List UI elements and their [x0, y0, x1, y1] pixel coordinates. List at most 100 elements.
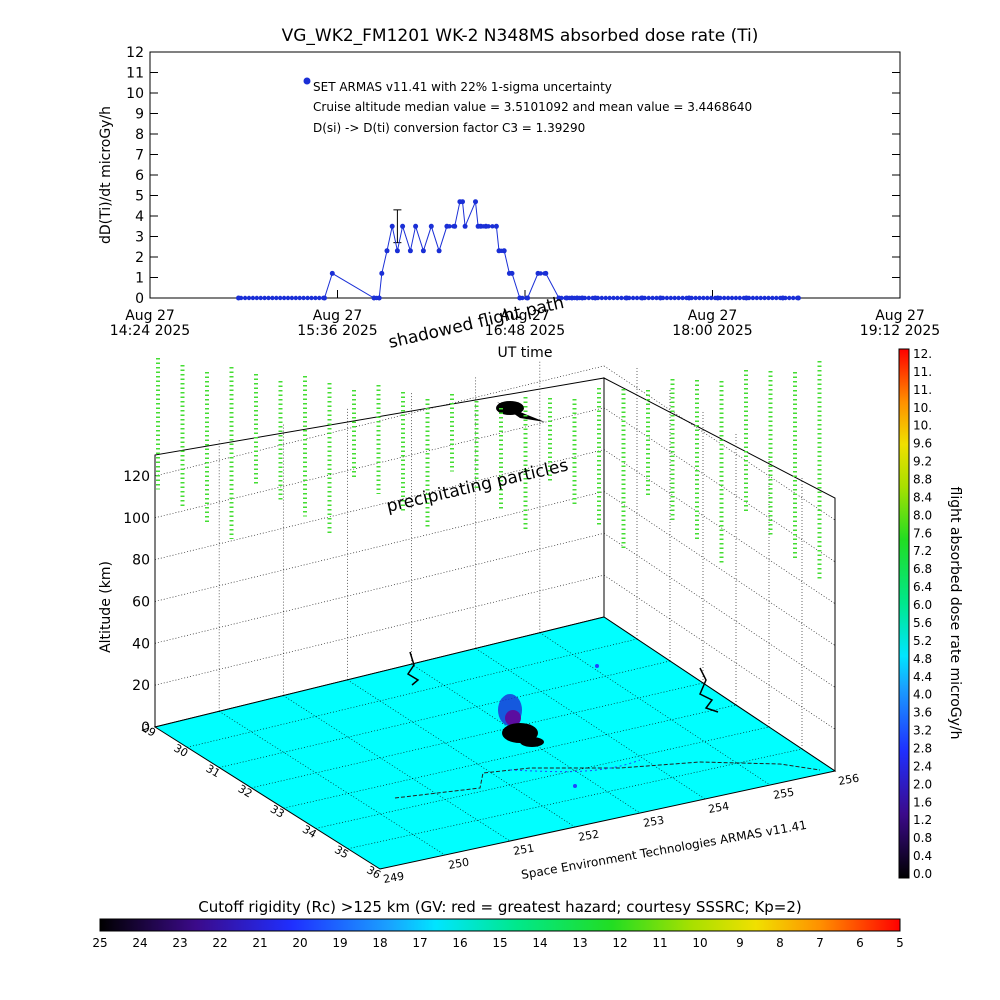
y-tick-label: 6	[135, 168, 144, 184]
data-point	[462, 223, 468, 229]
colorbar-tick-label: 2.0	[913, 777, 932, 791]
wall-gridline	[154, 491, 605, 602]
data-point	[650, 295, 655, 301]
annotation-3: D(si) -> D(ti) conversion factor C3 = 1.…	[313, 121, 585, 135]
altitude-tick-label: 20	[132, 678, 150, 694]
x-tick-day: Aug 27	[313, 308, 363, 324]
data-point	[729, 295, 735, 301]
data-point	[577, 295, 582, 301]
longitude-tick-label: 249	[382, 870, 405, 886]
longitude-tick-label: 253	[642, 814, 665, 830]
y-axis-label: dD(Ti)/dt microGy/h	[98, 106, 114, 244]
data-point	[586, 295, 591, 301]
colorbar-tick-label: 12.	[913, 347, 932, 361]
data-point	[394, 248, 400, 254]
y-tick-label: 4	[135, 209, 144, 225]
data-point	[646, 295, 651, 301]
y-tick-label: 3	[135, 230, 144, 246]
x-tick-time: 14:24 2025	[110, 323, 190, 339]
data-point	[289, 295, 295, 301]
data-point	[595, 295, 601, 301]
colorbar-gradient	[898, 348, 910, 879]
latitude-tick-label: 35	[332, 843, 351, 861]
x-tick-day: Aug 27	[125, 308, 175, 324]
data-point	[297, 295, 302, 301]
ground-track	[394, 761, 821, 799]
data-point	[389, 223, 395, 229]
wall-gridline	[603, 449, 836, 604]
data-point	[379, 270, 385, 276]
rigidity-tick-label: 20	[292, 936, 307, 950]
chart-title: VG_WK2_FM1201 WK-2 N348MS absorbed dose …	[282, 26, 759, 46]
rigidity-tick-label: 6	[856, 936, 864, 950]
data-point	[254, 295, 259, 301]
data-point	[754, 295, 759, 301]
colorbar-tick-label: 7.2	[913, 544, 932, 558]
data-point	[611, 295, 616, 301]
data-point	[384, 248, 390, 254]
rigidity-ticks: 25 24 23 22 21 20 19 18 17 16 15 14 13 12 11 10 9 8 7 6 5	[92, 936, 903, 950]
colorbar-tick-label: 10.	[913, 401, 932, 415]
rigidity-tick-label: 7	[816, 936, 824, 950]
data-point	[737, 295, 742, 301]
data-point	[684, 295, 689, 301]
data-point	[722, 295, 727, 301]
colorbar-tick-label: 8.0	[913, 508, 932, 522]
data-point	[672, 295, 677, 301]
data-point	[725, 295, 731, 301]
data-point	[758, 295, 763, 301]
data-point	[660, 295, 666, 301]
data-point	[281, 295, 287, 301]
data-point	[313, 295, 318, 301]
ground-gridline	[347, 748, 803, 850]
data-point	[697, 295, 702, 301]
colorbar-tick-label: 3.6	[913, 706, 932, 720]
left-wall-shadow	[406, 651, 420, 686]
data-point	[262, 295, 267, 301]
data-point	[293, 295, 298, 301]
altitude-tick-label: 60	[132, 594, 150, 610]
wall-gridline	[154, 533, 605, 644]
data-point	[787, 295, 792, 301]
y-tick-label: 5	[135, 189, 144, 205]
flight-path	[496, 401, 545, 422]
altitude-axis: 0 20 40 60 80 100 120	[123, 469, 150, 736]
y-tick-label: 10	[126, 86, 144, 102]
wall-gridline	[603, 491, 836, 646]
wall-gridline	[154, 449, 605, 560]
data-point	[664, 295, 670, 301]
wall-gridline	[154, 365, 605, 477]
data-point	[590, 295, 595, 301]
colorbar-tick-label: 4.0	[913, 688, 932, 702]
colorbar-tick-label: 5.6	[913, 616, 932, 630]
data-point	[712, 295, 718, 301]
colorbar-tick-label: 6.8	[913, 562, 932, 576]
data-point	[615, 295, 620, 301]
annotation-2: Cruise altitude median value = 3.5101092…	[313, 100, 752, 114]
colorbar-tick-label: 2.8	[913, 741, 932, 755]
data-point	[493, 223, 499, 229]
data-point	[428, 223, 434, 229]
data-point	[270, 295, 275, 301]
ground-gridline	[219, 660, 671, 768]
longitude-tick-label: 252	[577, 828, 600, 844]
y-tick-label: 9	[135, 107, 144, 123]
y-tick-label: 1	[135, 271, 144, 287]
longitude-tick-label: 256	[837, 772, 860, 788]
data-point	[413, 223, 419, 229]
data-point	[599, 295, 604, 301]
data-point	[451, 224, 456, 229]
series-line	[238, 201, 799, 299]
altitude-axis-label: Altitude (km)	[98, 561, 114, 653]
colorbar-tick-label: 11.	[913, 365, 932, 379]
colorbar-tick-label: 0.0	[913, 867, 932, 881]
latitude-tick-label: 30	[172, 742, 191, 760]
rigidity-tick-label: 22	[212, 936, 227, 950]
data-point	[305, 295, 310, 301]
data-point	[238, 295, 244, 301]
annotation-1: SET ARMAS v11.41 with 22% 1-sigma uncert…	[313, 80, 612, 94]
data-point	[400, 223, 406, 229]
data-point	[420, 248, 426, 254]
colorbar-tick-label: 6.0	[913, 598, 932, 612]
